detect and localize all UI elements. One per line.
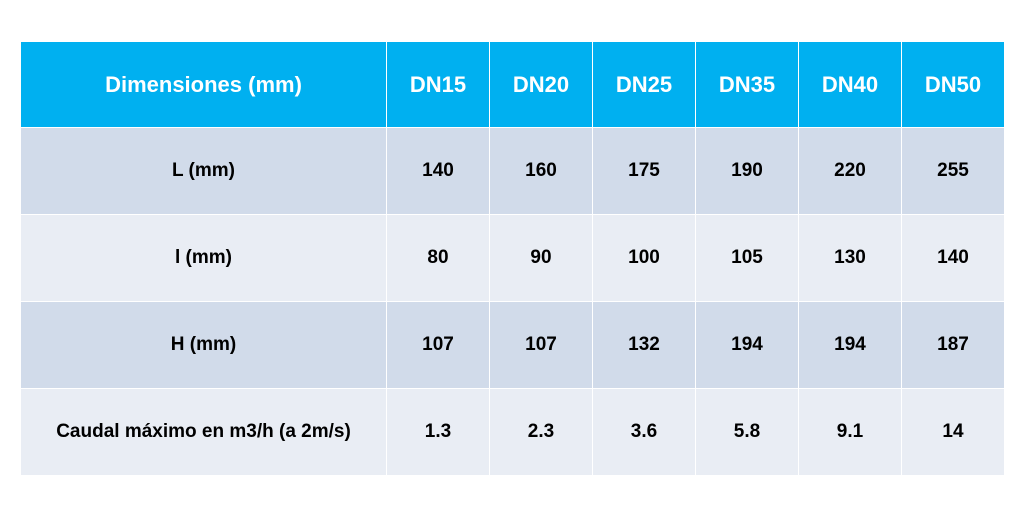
- table-row-L: L (mm) 140 160 175 190 220 255: [20, 127, 1005, 215]
- header-dn15: DN15: [386, 41, 490, 128]
- dimensions-table-container: Dimensiones (mm) DN15 DN20 DN25 DN35 DN4…: [20, 41, 1005, 476]
- table-cell: 130: [798, 214, 902, 302]
- header-dn25: DN25: [592, 41, 696, 128]
- table-cell: 1.3: [386, 388, 490, 476]
- table-cell: 160: [489, 127, 593, 215]
- table-cell: 3.6: [592, 388, 696, 476]
- table-row-H: H (mm) 107 107 132 194 194 187: [20, 301, 1005, 389]
- header-label: Dimensiones (mm): [20, 41, 387, 128]
- table-cell: 187: [901, 301, 1005, 389]
- table-cell: 220: [798, 127, 902, 215]
- table-cell: 2.3: [489, 388, 593, 476]
- header-dn40: DN40: [798, 41, 902, 128]
- table-cell: 194: [798, 301, 902, 389]
- table-cell: 140: [386, 127, 490, 215]
- dimensions-table: Dimensiones (mm) DN15 DN20 DN25 DN35 DN4…: [20, 41, 1005, 476]
- table-cell: 175: [592, 127, 696, 215]
- header-dn35: DN35: [695, 41, 799, 128]
- table-cell: 132: [592, 301, 696, 389]
- header-dn20: DN20: [489, 41, 593, 128]
- header-dn50: DN50: [901, 41, 1005, 128]
- table-header: Dimensiones (mm) DN15 DN20 DN25 DN35 DN4…: [20, 41, 1005, 128]
- table-cell: 9.1: [798, 388, 902, 476]
- table-cell: 140: [901, 214, 1005, 302]
- row-label: l (mm): [20, 214, 387, 302]
- table-cell: 14: [901, 388, 1005, 476]
- row-label: L (mm): [20, 127, 387, 215]
- table-cell: 190: [695, 127, 799, 215]
- table-cell: 80: [386, 214, 490, 302]
- table-cell: 194: [695, 301, 799, 389]
- table-row-caudal: Caudal máximo en m3/h (a 2m/s) 1.3 2.3 3…: [20, 388, 1005, 476]
- header-row: Dimensiones (mm) DN15 DN20 DN25 DN35 DN4…: [20, 41, 1005, 128]
- row-label: Caudal máximo en m3/h (a 2m/s): [20, 388, 387, 476]
- table-cell: 105: [695, 214, 799, 302]
- table-cell: 100: [592, 214, 696, 302]
- table-row-l: l (mm) 80 90 100 105 130 140: [20, 214, 1005, 302]
- table-cell: 5.8: [695, 388, 799, 476]
- row-label: H (mm): [20, 301, 387, 389]
- table-cell: 107: [489, 301, 593, 389]
- table-body: L (mm) 140 160 175 190 220 255 l (mm) 80…: [20, 127, 1005, 476]
- table-cell: 90: [489, 214, 593, 302]
- table-cell: 255: [901, 127, 1005, 215]
- table-cell: 107: [386, 301, 490, 389]
